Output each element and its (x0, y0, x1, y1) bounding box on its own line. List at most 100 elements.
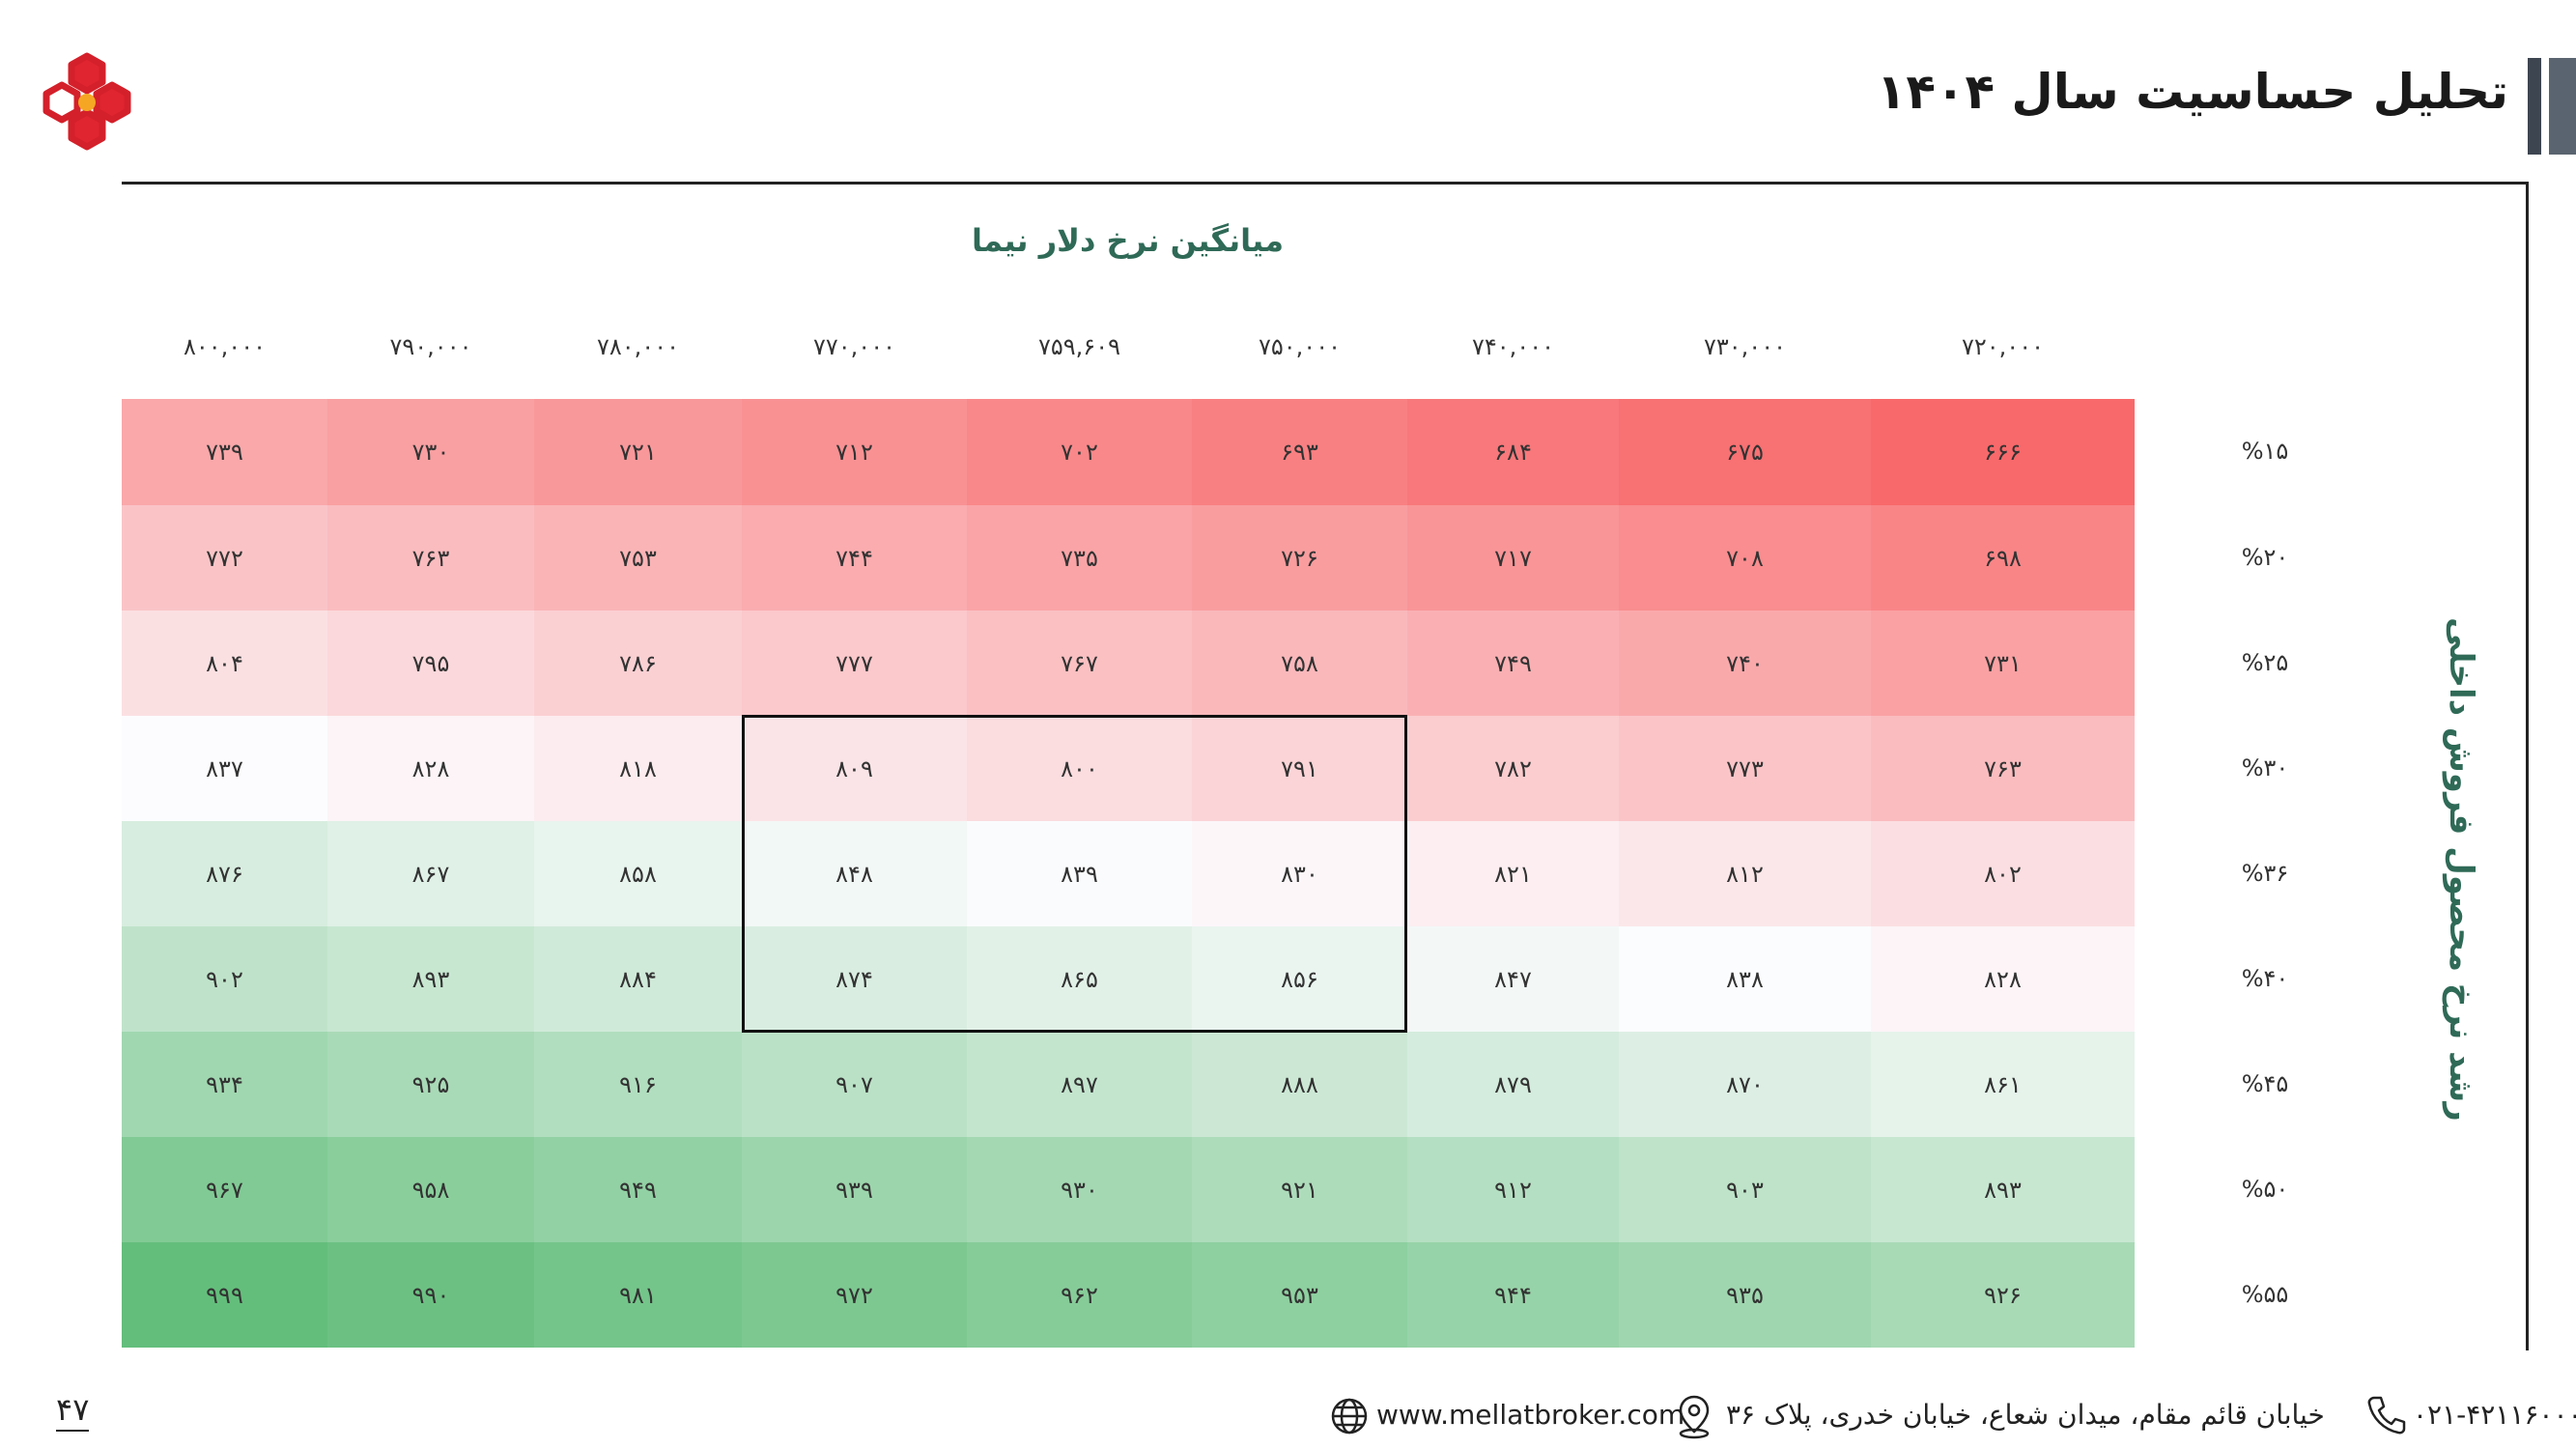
heatmap-cell: ۹۳۴ (122, 1032, 327, 1137)
frame-top-rule (122, 182, 2529, 185)
column-axis-title: میانگین نرخ دلار نیما (972, 222, 1284, 259)
heatmap-cell: ۸۰۲ (1871, 821, 2135, 926)
page-number: ۴۷ (56, 1391, 90, 1432)
heatmap-cell: ۸۲۱ (1407, 821, 1619, 926)
heatmap-cell: ۷۷۲ (122, 505, 327, 611)
globe-icon (1331, 1398, 1368, 1435)
heatmap-cell: ۷۶۷ (967, 611, 1192, 716)
heatmap-cell: ۸۴۷ (1407, 926, 1619, 1032)
website-link[interactable]: www.mellatbroker.com (1376, 1399, 1685, 1431)
heatmap-cell: ۷۳۱ (1871, 611, 2135, 716)
heatmap-cell: ۹۸۱ (534, 1242, 742, 1348)
heatmap-cell: ۹۴۴ (1407, 1242, 1619, 1348)
heatmap-cell: ۸۲۸ (1871, 926, 2135, 1032)
row-header: %۳۰ (2241, 753, 2289, 781)
heatmap-cell: ۷۸۶ (534, 611, 742, 716)
sensitivity-heatmap: ۷۳۹ ۷۳۰ ۷۲۱ ۷۱۲ ۷۰۲ ۶۹۳ ۶۸۴ ۶۷۵ ۶۶۶ ۷۷۲ ۷۶۳ ۷۵۳ ۷۴۴ ۷… (122, 399, 2135, 1348)
heatmap-cell: ۷۶۳ (327, 505, 534, 611)
column-header: ۷۴۰,۰۰۰ (1472, 333, 1554, 360)
column-header: ۷۳۰,۰۰۰ (1704, 333, 1786, 360)
heatmap-cell: ۹۹۰ (327, 1242, 534, 1348)
heatmap-cell: ۷۴۹ (1407, 611, 1619, 716)
base-case-highlight-box (742, 715, 1407, 1033)
heatmap-cell: ۹۰۲ (122, 926, 327, 1032)
row-header: %۳۶ (2241, 859, 2289, 887)
heatmap-cell: ۸۶۷ (327, 821, 534, 926)
heatmap-cell: ۹۱۶ (534, 1032, 742, 1137)
heatmap-cell: ۷۵۸ (1192, 611, 1407, 716)
column-header: ۷۲۰,۰۰۰ (1962, 333, 2044, 360)
heatmap-cell: ۹۲۶ (1871, 1242, 2135, 1348)
heatmap-cell: ۷۴۴ (742, 505, 967, 611)
row-header: %۵۵ (2241, 1280, 2289, 1308)
heatmap-cell: ۹۳۰ (967, 1137, 1192, 1242)
column-header: ۷۹۰,۰۰۰ (389, 333, 472, 360)
heatmap-cell: ۸۹۳ (327, 926, 534, 1032)
heatmap-cell: ۹۰۷ (742, 1032, 967, 1137)
location-pin-icon (1679, 1395, 1710, 1439)
row-header: %۵۰ (2241, 1175, 2289, 1203)
heatmap-cell: ۹۳۵ (1619, 1242, 1871, 1348)
heatmap-cell: ۷۳۵ (967, 505, 1192, 611)
column-header: ۷۸۰,۰۰۰ (597, 333, 679, 360)
heatmap-cell: ۸۳۸ (1619, 926, 1871, 1032)
heatmap-cell: ۸۲۸ (327, 716, 534, 821)
heatmap-cell: ۷۰۲ (967, 399, 1192, 505)
heatmap-cell: ۹۶۷ (122, 1137, 327, 1242)
heatmap-cell: ۸۰۹ (742, 716, 967, 821)
heatmap-cell: ۸۱۲ (1619, 821, 1871, 926)
heatmap-cell: ۸۳۹ (967, 821, 1192, 926)
heatmap-cell: ۹۴۹ (534, 1137, 742, 1242)
heatmap-cell: ۹۵۸ (327, 1137, 534, 1242)
heatmap-cell: ۷۹۵ (327, 611, 534, 716)
heatmap-cell: ۹۹۹ (122, 1242, 327, 1348)
heatmap-cell: ۸۷۶ (122, 821, 327, 926)
heatmap-cell: ۷۴۰ (1619, 611, 1871, 716)
row-header: %۲۵ (2241, 648, 2289, 676)
column-header: ۷۷۰,۰۰۰ (813, 333, 895, 360)
heatmap-cell: ۷۳۰ (327, 399, 534, 505)
heatmap-cell: ۹۵۳ (1192, 1242, 1407, 1348)
heatmap-cell: ۷۱۷ (1407, 505, 1619, 611)
row-header: %۱۵ (2241, 438, 2289, 465)
heatmap-cell: ۶۷۵ (1619, 399, 1871, 505)
heatmap-cell: ۷۷۳ (1619, 716, 1871, 821)
heatmap-cell: ۹۲۵ (327, 1032, 534, 1137)
heatmap-cell: ۸۵۸ (534, 821, 742, 926)
heatmap-cell: ۶۹۳ (1192, 399, 1407, 505)
heatmap-cell: ۸۹۳ (1871, 1137, 2135, 1242)
heatmap-cell: ۷۸۲ (1407, 716, 1619, 821)
heatmap-cell: ۸۳۰ (1192, 821, 1407, 926)
heatmap-cell: ۸۳۷ (122, 716, 327, 821)
title-accent-bar (2528, 58, 2576, 155)
heatmap-cell: ۹۶۲ (967, 1242, 1192, 1348)
heatmap-cell: ۹۳۹ (742, 1137, 967, 1242)
heatmap-cell: ۶۶۶ (1871, 399, 2135, 505)
heatmap-cell: ۶۸۴ (1407, 399, 1619, 505)
heatmap-cell: ۸۹۷ (967, 1032, 1192, 1137)
heatmap-cell: ۹۷۲ (742, 1242, 967, 1348)
heatmap-cell: ۸۵۶ (1192, 926, 1407, 1032)
heatmap-cell: ۹۲۱ (1192, 1137, 1407, 1242)
heatmap-cell: ۷۲۶ (1192, 505, 1407, 611)
heatmap-cell: ۷۳۹ (122, 399, 327, 505)
phone-icon (2367, 1396, 2406, 1435)
row-header: %۲۰ (2241, 543, 2289, 571)
heatmap-cell: ۶۹۸ (1871, 505, 2135, 611)
heatmap-cell: ۷۶۳ (1871, 716, 2135, 821)
heatmap-cell: ۹۰۳ (1619, 1137, 1871, 1242)
address-text: خیابان قائم مقام، میدان شعاع، خیابان خدر… (1726, 1399, 2325, 1431)
row-header: %۴۵ (2241, 1069, 2289, 1097)
company-logo-icon (42, 52, 131, 151)
heatmap-cell: ۷۷۷ (742, 611, 967, 716)
heatmap-cell: ۸۰۰ (967, 716, 1192, 821)
heatmap-cell: ۸۷۴ (742, 926, 967, 1032)
heatmap-cell: ۸۸۴ (534, 926, 742, 1032)
frame-right-rule (2526, 182, 2529, 1350)
heatmap-cell: ۸۶۱ (1871, 1032, 2135, 1137)
heatmap-cell: ۷۲۱ (534, 399, 742, 505)
heatmap-cell: ۷۰۸ (1619, 505, 1871, 611)
heatmap-cell: ۸۴۸ (742, 821, 967, 926)
heatmap-cell: ۸۸۸ (1192, 1032, 1407, 1137)
column-header: ۷۵۰,۰۰۰ (1259, 333, 1341, 360)
